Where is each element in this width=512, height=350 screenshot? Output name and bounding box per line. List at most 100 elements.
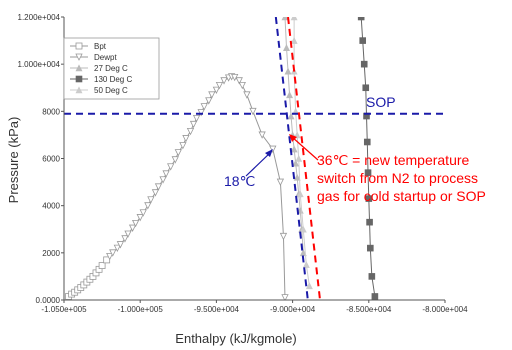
red-annotation-line-2: switch from N2 to process	[317, 170, 478, 186]
y-tick-label: 6000	[42, 155, 60, 164]
red-annotation: 36℃ = new temperature switch from N2 to …	[317, 152, 486, 204]
data-point	[144, 202, 152, 210]
data-point	[215, 81, 224, 90]
legend-marker	[75, 53, 83, 61]
series-layer	[65, 17, 379, 300]
data-point	[293, 173, 301, 181]
series-0	[65, 256, 111, 300]
x-tick-label: -9.500e+004	[194, 305, 240, 314]
legend-label: 50 Deg C	[94, 86, 128, 95]
data-point	[286, 91, 294, 99]
legend-marker	[75, 64, 83, 72]
data-point	[113, 244, 121, 253]
data-point	[359, 37, 367, 44]
red-arrow-head	[289, 134, 297, 142]
data-point	[364, 169, 372, 176]
y-tick-label: 1.200e+004	[18, 13, 61, 22]
temp-18-label: 18℃	[224, 173, 255, 189]
data-point	[162, 170, 170, 178]
data-point	[205, 97, 213, 105]
data-point	[197, 109, 205, 117]
data-point	[136, 214, 144, 222]
blue-arrow-line	[245, 151, 272, 177]
data-point	[121, 235, 129, 243]
data-point	[200, 103, 208, 111]
x-tick-label: -9.000e+004	[270, 305, 316, 314]
data-point	[293, 131, 301, 139]
blue-arrow-head	[265, 149, 273, 157]
x-axis-label: Enthalpy (kJ/kgmole)	[175, 331, 296, 346]
x-tick-label: -1.050e+005	[41, 305, 87, 314]
data-point	[363, 138, 371, 146]
red-arrow-line	[291, 136, 319, 161]
data-point	[167, 163, 175, 171]
series-3	[357, 17, 379, 300]
data-point	[220, 77, 228, 85]
data-point	[284, 67, 292, 75]
legend-label: Bpt	[94, 42, 107, 51]
data-point	[116, 241, 125, 249]
data-point	[281, 17, 289, 21]
data-point	[159, 176, 167, 184]
data-point	[106, 252, 114, 261]
data-point	[151, 189, 160, 197]
data-point	[235, 77, 243, 85]
reference-lines	[64, 17, 445, 300]
data-point	[179, 142, 187, 150]
data-point	[186, 127, 195, 136]
legend-label: 27 Deg C	[94, 64, 128, 73]
data-point	[147, 196, 155, 204]
data-point	[98, 262, 106, 269]
series-4	[290, 17, 313, 290]
data-point	[296, 190, 304, 198]
legend-marker	[75, 86, 83, 94]
series-1	[106, 73, 289, 300]
data-point	[368, 273, 376, 280]
data-point	[189, 120, 198, 129]
data-point	[290, 36, 298, 44]
data-point	[357, 17, 365, 21]
data-point	[367, 244, 374, 252]
data-point	[295, 154, 303, 162]
x-tick-label: -1.000e+005	[118, 305, 164, 314]
data-point	[139, 209, 147, 217]
legend-marker	[75, 75, 83, 83]
legend: Bpt Dewpt 27 Deg C 130 Deg C 50 Deg C	[63, 37, 160, 100]
x-tick-label: -8.500e+004	[346, 305, 392, 314]
y-axis-label: Pressure (kPa)	[6, 117, 21, 204]
data-point	[366, 218, 373, 226]
data-point	[362, 84, 370, 92]
data-point	[109, 249, 117, 257]
data-point	[281, 294, 289, 300]
data-point	[174, 149, 182, 157]
data-point	[208, 91, 216, 99]
y-tick-label: 2000	[42, 249, 60, 258]
y-tick-label: 1.000e+004	[18, 60, 61, 69]
y-tick-label: 4000	[42, 202, 60, 211]
data-point	[276, 178, 285, 186]
data-point	[243, 91, 251, 99]
x-tick-label: -8.000e+004	[422, 305, 468, 314]
y-tick-label: 8000	[42, 107, 60, 116]
data-point	[124, 230, 132, 238]
data-point	[182, 135, 190, 143]
data-point	[238, 81, 246, 90]
data-point	[154, 183, 163, 191]
data-point	[287, 112, 295, 120]
data-point	[192, 115, 201, 123]
data-point	[171, 156, 179, 164]
data-point	[365, 195, 373, 202]
data-point	[283, 43, 290, 51]
axes: -1.050e+005 -1.000e+005 -9.500e+004 -9.000e…	[18, 13, 469, 314]
data-point	[292, 159, 300, 167]
data-point	[131, 219, 140, 228]
data-point	[360, 60, 368, 68]
red-annotation-line-1: 36℃ = new temperature	[317, 152, 470, 168]
data-point	[249, 107, 257, 116]
legend-marker	[75, 42, 83, 50]
red-annotation-line-3: gas for cold startup or SOP	[317, 188, 486, 204]
data-point	[128, 224, 137, 232]
data-point	[269, 145, 277, 153]
data-point	[290, 145, 298, 153]
